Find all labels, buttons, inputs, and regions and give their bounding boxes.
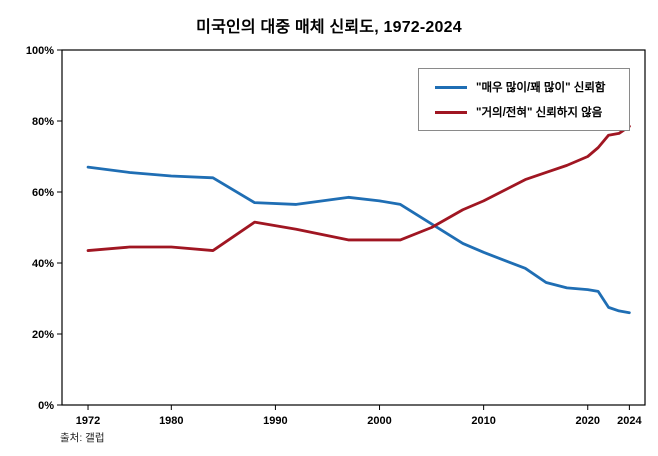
- y-axis-label: 0%: [38, 400, 54, 412]
- y-axis-label: 20%: [32, 329, 54, 341]
- y-axis-label: 80%: [32, 116, 54, 128]
- series-line-1: [86, 124, 631, 252]
- source-note: 출처: 갤럽: [60, 432, 105, 444]
- legend-item-trust: "매우 많이/꽤 많이" 신뢰함: [435, 79, 621, 95]
- x-axis-label: 2010: [471, 415, 495, 427]
- legend-label-trust: "매우 많이/꽤 많이" 신뢰함: [476, 82, 606, 94]
- distrust-line-swatch: [435, 110, 467, 114]
- y-axis-label: 40%: [32, 258, 54, 270]
- x-axis-label: 2024: [617, 415, 642, 427]
- x-axis-label: 1980: [159, 415, 183, 427]
- x-axis-label: 2000: [367, 415, 391, 427]
- chart-title: 미국인의 대중 매체 신뢰도, 1972-2024: [196, 19, 462, 36]
- series-line-0: [86, 165, 631, 315]
- y-axis-label: 60%: [32, 187, 54, 199]
- x-axis-label: 1990: [263, 415, 287, 427]
- trust-line-swatch: [435, 85, 467, 89]
- legend-label-distrust: "거의/전혀" 신뢰하지 않음: [476, 107, 603, 119]
- legend: "매우 많이/꽤 많이" 신뢰함 "거의/전혀" 신뢰하지 않음: [418, 68, 630, 131]
- legend-item-distrust: "거의/전혀" 신뢰하지 않음: [435, 104, 621, 120]
- plot-frame: [61, 49, 646, 406]
- y-axis-label: 100%: [26, 45, 54, 57]
- x-axis-label: 1972: [76, 415, 100, 427]
- x-axis-label: 2020: [575, 415, 599, 427]
